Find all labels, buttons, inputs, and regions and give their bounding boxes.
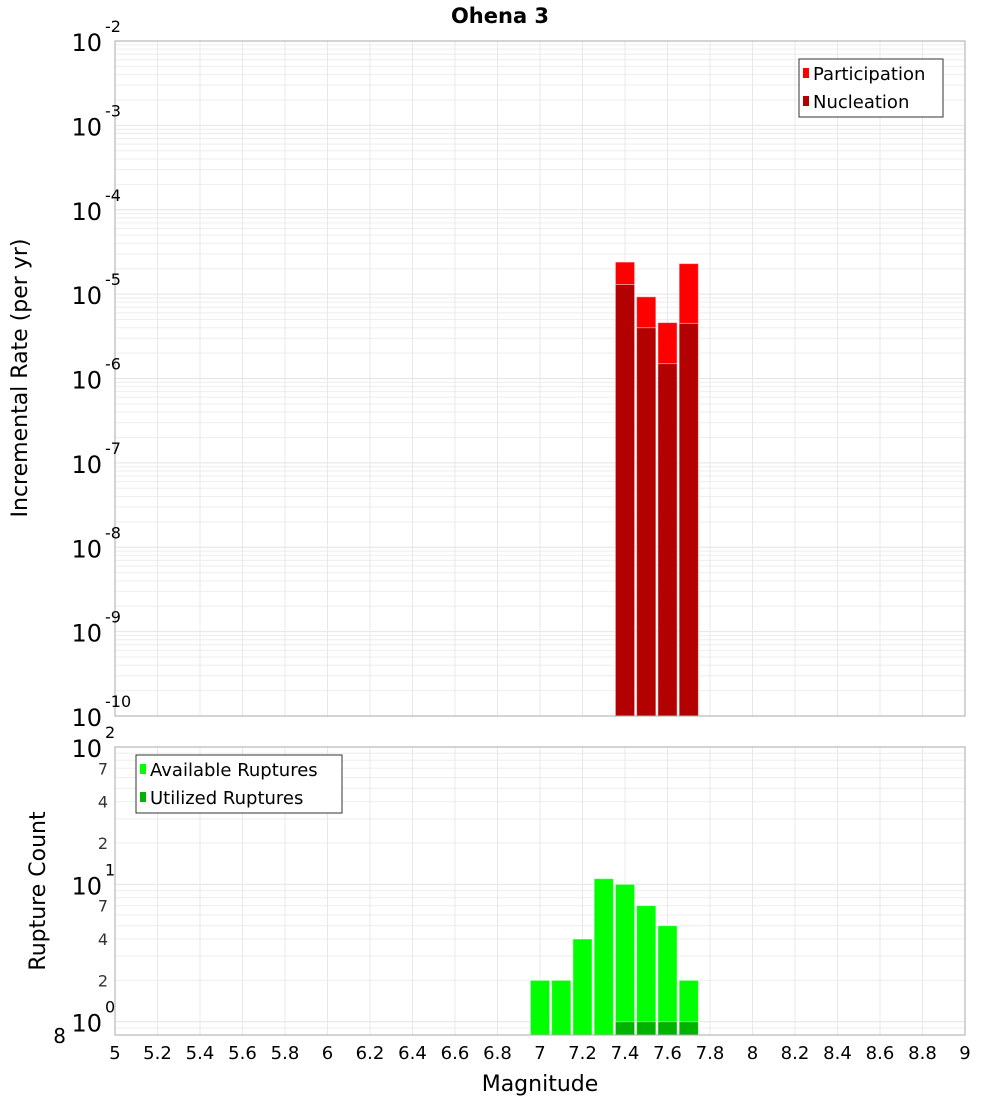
x-tick-label: 5 bbox=[109, 1043, 120, 1064]
y-tick-label: 10 bbox=[71, 113, 102, 141]
bar-nucleation bbox=[636, 327, 657, 717]
legend-swatch bbox=[140, 792, 146, 802]
bar-utilized-ruptures bbox=[614, 1021, 636, 1036]
y-tick-exponent: 2 bbox=[105, 723, 115, 742]
y-tick-exponent: -9 bbox=[105, 608, 121, 627]
bar-nucleation bbox=[657, 363, 678, 717]
y-tick-label: 10 bbox=[71, 872, 102, 900]
y-tick-label: 10 bbox=[71, 198, 102, 226]
bar-available-ruptures bbox=[529, 979, 551, 1036]
y-tick-label: 10 bbox=[71, 282, 102, 310]
y-tick-exponent: -10 bbox=[105, 692, 131, 711]
bar-available-ruptures bbox=[593, 878, 614, 1036]
bar-available-ruptures bbox=[551, 979, 572, 1036]
y-tick-label: 10 bbox=[71, 704, 102, 732]
plot-frame bbox=[114, 746, 966, 1036]
y-tick-label: 10 bbox=[71, 535, 102, 563]
y-tick-exponent: -7 bbox=[105, 439, 121, 458]
x-tick-label: 7 bbox=[534, 1043, 545, 1064]
bar-utilized-ruptures bbox=[636, 1021, 657, 1036]
y-tick-label: 10 bbox=[71, 29, 102, 57]
x-tick-label: 6.8 bbox=[483, 1043, 512, 1064]
y-tick-label: 10 bbox=[71, 620, 102, 648]
x-tick-label: 8.8 bbox=[908, 1043, 937, 1064]
x-tick-label: 6 bbox=[322, 1043, 333, 1064]
bar-available-ruptures bbox=[657, 925, 678, 1036]
x-tick-label: 8 bbox=[747, 1043, 758, 1064]
bar-utilized-ruptures bbox=[657, 1021, 678, 1036]
y-tick-label: 7 bbox=[98, 759, 108, 778]
legend-swatch bbox=[140, 764, 146, 774]
y-tick-exponent: -6 bbox=[105, 355, 121, 374]
x-tick-label: 6.2 bbox=[356, 1043, 385, 1064]
legend-swatch bbox=[803, 68, 809, 78]
y-tick-exponent: 1 bbox=[105, 860, 115, 879]
y-tick-label: 10 bbox=[71, 1010, 102, 1038]
y-tick-exponent: -8 bbox=[105, 523, 121, 542]
legend-label: Participation bbox=[813, 64, 925, 85]
x-tick-label: 5.8 bbox=[271, 1043, 300, 1064]
bar-utilized-ruptures bbox=[678, 1021, 699, 1036]
y-tick-exponent: -2 bbox=[105, 17, 121, 36]
x-tick-label: 5.2 bbox=[143, 1043, 172, 1064]
bar-nucleation bbox=[614, 284, 636, 717]
bar-nucleation bbox=[678, 322, 699, 717]
x-tick-label: 8.6 bbox=[866, 1043, 895, 1064]
y-tick-exponent: -5 bbox=[105, 270, 121, 289]
y-tick-exponent: -3 bbox=[105, 101, 121, 120]
y-tick-label: 10 bbox=[71, 735, 102, 763]
y-tick-label: 4 bbox=[98, 793, 108, 812]
bottom-y-axis-label: Rupture Count bbox=[26, 811, 51, 971]
x-tick-label: 9 bbox=[959, 1043, 970, 1064]
bar-available-ruptures bbox=[636, 905, 657, 1036]
legend-box bbox=[135, 754, 343, 814]
bar-available-ruptures bbox=[572, 938, 593, 1036]
x-tick-label: 6.6 bbox=[441, 1043, 470, 1064]
y-tick-label: 8 bbox=[53, 1024, 66, 1048]
y-tick-label: 2 bbox=[98, 971, 108, 990]
legend-box bbox=[798, 58, 944, 118]
bar-available-ruptures bbox=[614, 883, 636, 1036]
x-tick-label: 7.8 bbox=[696, 1043, 725, 1064]
x-tick-label: 6.4 bbox=[398, 1043, 427, 1064]
y-tick-label: 10 bbox=[71, 451, 102, 479]
y-tick-label: 4 bbox=[98, 930, 108, 949]
x-axis-label: Magnitude bbox=[482, 1072, 599, 1097]
x-tick-label: 7.2 bbox=[568, 1043, 597, 1064]
x-tick-label: 7.6 bbox=[653, 1043, 682, 1064]
y-tick-label: 10 bbox=[71, 367, 102, 395]
y-tick-exponent: -4 bbox=[105, 186, 121, 205]
x-tick-label: 5.4 bbox=[186, 1043, 215, 1064]
legend-label: Available Ruptures bbox=[150, 760, 318, 781]
top-y-axis-label: Incremental Rate (per yr) bbox=[8, 239, 33, 518]
x-tick-label: 5.6 bbox=[228, 1043, 257, 1064]
y-tick-label: 7 bbox=[98, 897, 108, 916]
x-tick-label: 8.2 bbox=[781, 1043, 810, 1064]
y-tick-label: 2 bbox=[98, 834, 108, 853]
legend-label: Nucleation bbox=[813, 92, 909, 113]
x-tick-label: 7.4 bbox=[611, 1043, 640, 1064]
y-tick-exponent: 0 bbox=[105, 998, 115, 1017]
x-tick-label: 8.4 bbox=[823, 1043, 852, 1064]
chart-title: Ohena 3 bbox=[451, 4, 549, 28]
legend-swatch bbox=[803, 96, 809, 106]
legend-label: Utilized Ruptures bbox=[150, 788, 303, 809]
plot-frame bbox=[114, 40, 966, 717]
